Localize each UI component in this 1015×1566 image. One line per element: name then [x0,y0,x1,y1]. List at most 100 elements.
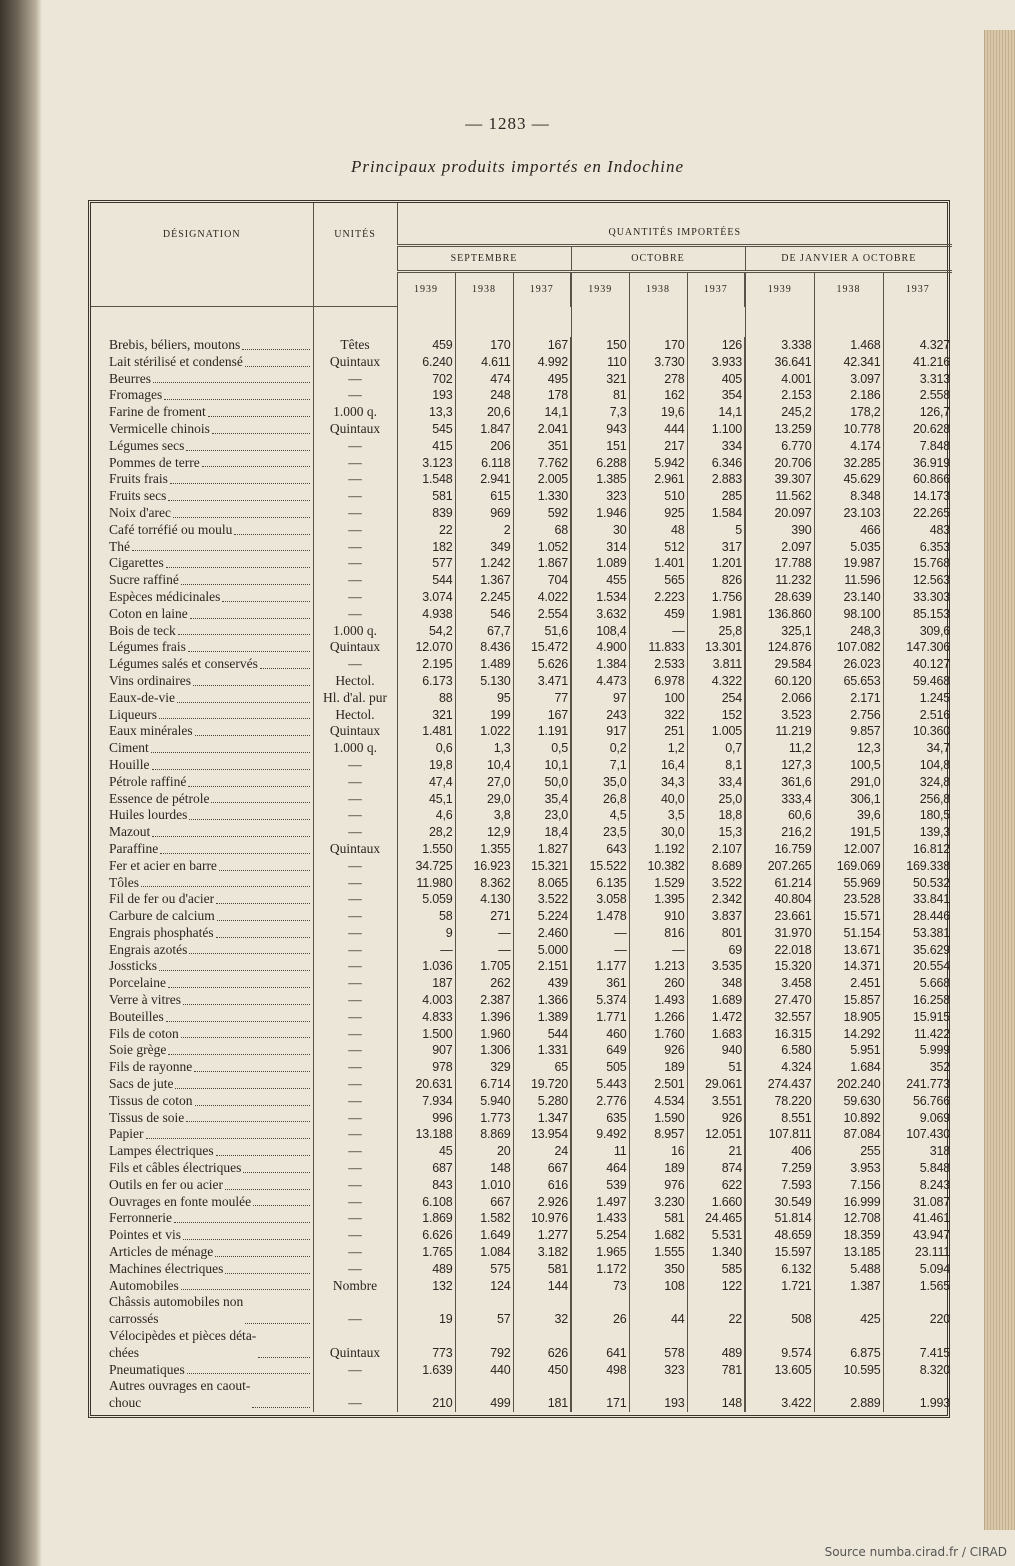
unit-cell: — [312,656,397,673]
value-cell: 21 [686,1143,745,1161]
dot-leader [176,701,310,703]
value-cell: 136.860 [744,605,814,623]
value-cell: 12.708 [813,1210,883,1228]
designation-cell: Lait stérilisé et condensé [91,354,313,371]
value-cell: 8.957 [628,1126,687,1144]
dot-leader [258,1356,310,1358]
value-cell: 2.151 [512,958,571,976]
value-cell: 1.760 [628,1025,687,1043]
table-row: Autres ouvrages en caout- chouc —210 499 18… [91,1378,953,1412]
designation-cell: Engrais azotés [91,942,313,959]
value-cell: 6.108 [396,1193,455,1211]
value-cell: 217 [628,437,687,455]
product-name: Vermicelle chinois [109,420,210,436]
value-cell: 23,5 [570,824,629,841]
table-row: Essence de pétrole —45,1 29,0 35,4 26,8 40,0 2… [91,790,953,808]
value-cell: 351 [512,437,571,455]
product-name: Fils de coton [109,1025,179,1041]
product-name: Huiles lourdes [109,807,188,823]
value-cell: 6.626 [396,1227,455,1245]
value-cell: 36.919 [882,454,953,472]
value-cell: 260 [628,975,687,993]
product-name: Mazout [109,824,151,840]
table-row: Paraffine Quintaux 1.550 1.355 1.827 643 1.192… [91,840,953,858]
table-row: Lampes électriques —45 20 24 11 16 21 406 255 318 [91,1143,953,1161]
value-cell: 2.171 [813,689,883,707]
designation-cell: Porcelaine [91,975,313,992]
table-row: Pommes de terre —3.123 6.118 7.762 6.288 5.94… [91,454,953,472]
value-cell: 48 [628,521,687,539]
unit-cell: — [312,588,397,606]
designation-cell: Mazout [91,824,313,841]
value-cell: 19,6 [628,404,687,421]
header-year: 1939 [396,271,455,307]
product-name: Farine de froment [109,404,206,420]
value-cell: 27.470 [744,992,814,1009]
value-cell: 1.366 [512,992,571,1009]
unit-cell: — [312,437,397,455]
table-row: Fils et câbles électriques —687 148 667 464 1… [91,1160,953,1177]
dot-leader [189,617,310,619]
value-cell: 13.301 [686,639,745,657]
value-cell: 16,4 [628,756,687,774]
value-cell: 321 [570,370,629,388]
value-cell: 2.756 [813,706,883,724]
value-cell: 7,3 [570,404,629,421]
value-cell: 1.387 [813,1277,883,1295]
value-cell: 139,3 [882,824,953,841]
dot-leader [152,835,310,837]
value-cell: 3.535 [686,958,745,976]
value-cell: 3,8 [454,807,513,825]
value-cell: 1.555 [628,1244,687,1261]
unit-cell: — [312,773,397,791]
value-cell: 323 [628,1361,687,1379]
value-cell: 3.313 [882,370,953,388]
header-year: 1937 [882,271,953,307]
header-period-jan-oct: DE JANVIER A OCTOBRE [744,245,953,273]
dot-leader [188,785,310,787]
value-cell: 1.683 [686,1025,745,1043]
dot-leader [186,1373,310,1375]
dot-leader [145,1138,310,1140]
dot-leader [189,953,310,955]
header-period-september: SEPTEMBRE [396,245,571,273]
designation-cell: Liqueurs [91,707,313,724]
product-name: Verre à vitres [109,992,181,1008]
value-cell: 925 [628,504,687,522]
value-cell: 9.069 [882,1109,953,1127]
page-number: — 1283 — [465,114,550,133]
value-cell: 5 [686,521,745,539]
designation-cell: Bouteilles [91,1009,313,1026]
dot-leader [180,1037,310,1039]
table-row: Engrais phosphatés —9—2.460—816 801 31.970 5… [91,924,953,942]
value-cell: 1.590 [628,1109,687,1127]
product-name: Ferronnerie [109,1210,172,1226]
designation-cell: Fils de rayonne [91,1059,313,1076]
value-cell: 464 [570,1160,629,1177]
value-cell: 18,4 [512,824,571,841]
designation-cell: Fruits frais [91,471,313,488]
value-cell: 649 [570,1042,629,1060]
designation-cell: Sucre raffiné [91,572,313,589]
value-cell: 33.841 [882,891,953,909]
value-cell: 39,6 [813,807,883,825]
value-cell: 108,4 [570,622,629,640]
value-cell: 940 [686,1042,745,1060]
product-name: Papier [109,1126,144,1142]
product-name: Légumes secs [109,437,185,453]
value-cell: 792 [454,1328,513,1362]
designation-cell: Fer et acier en barre [91,858,313,875]
value-cell: 19,8 [396,756,455,774]
dot-leader [253,1205,310,1207]
value-cell: 1.946 [570,504,629,522]
designation-cell: Brebis, béliers, moutons [91,337,313,354]
table-row: Espèces médicinales —3.074 2.245 4.022 1.534… [91,588,953,606]
designation-cell: Légumes frais [91,639,313,656]
value-cell: — [454,941,513,959]
value-cell: 4.900 [570,639,629,657]
value-cell: 1.500 [396,1025,455,1043]
value-cell: 1.689 [686,992,745,1009]
value-cell: 19.720 [512,1076,571,1093]
value-cell: 23,0 [512,807,571,825]
value-cell: 1.330 [512,488,571,505]
